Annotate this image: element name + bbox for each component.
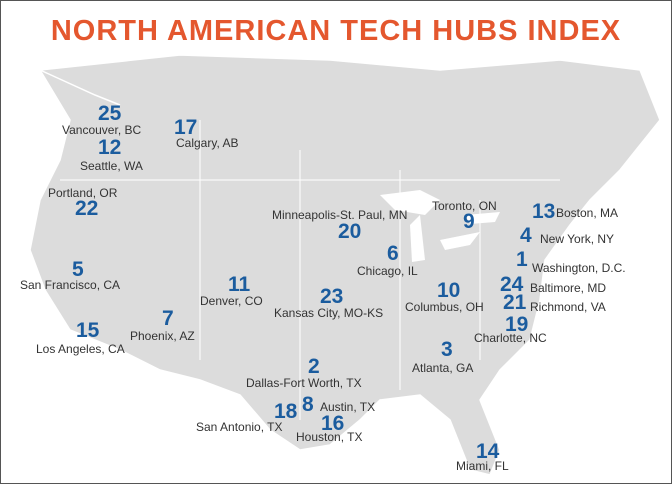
city-name: Columbus, OH [405,300,484,314]
rank: 17 [174,116,197,139]
lakes [380,190,500,262]
rank: 14 [476,440,500,463]
rank: 22 [75,197,98,220]
city-name: Minneapolis-St. Paul, MN [272,208,407,222]
city-name: Seattle, WA [80,159,143,173]
city-name: New York, NY [540,232,614,246]
city-name: Chicago, IL [357,264,418,278]
rank: 23 [320,285,343,308]
rank: 6 [387,242,399,265]
city-name: Charlotte, NC [474,331,547,345]
rank: 21 [503,291,527,314]
rank: 2 [308,355,320,378]
title: NORTH AMERICAN TECH HUBS INDEX [51,15,621,47]
city-name: Portland, OR [48,186,118,200]
city-name: Houston, TX [296,430,362,444]
rank: 25 [98,102,122,125]
city-name: San Antonio, TX [196,420,283,434]
rank: 5 [72,258,84,281]
city-name: San Francisco, CA [20,278,120,292]
city-name: Vancouver, BC [62,123,141,137]
city-name: Boston, MA [556,206,618,220]
city-name: Atlanta, GA [412,361,473,375]
rank: 20 [338,220,361,243]
rank: 19 [505,313,528,336]
city-name: Miami, FL [456,459,509,473]
rank: 13 [532,200,555,223]
rank: 15 [76,319,100,342]
city-name: Los Angeles, CA [36,342,125,356]
rank: 18 [274,400,298,423]
rank: 9 [463,210,475,233]
city-name: Washington, D.C. [532,261,626,275]
city-name: Calgary, AB [176,136,238,150]
city-name: Kansas City, MO-KS [274,306,383,320]
city-name: Dallas-Fort Worth, TX [246,376,362,390]
rank: 24 [500,273,524,296]
rank: 3 [441,338,453,361]
land [29,54,661,476]
city-name: Baltimore, MD [530,281,606,295]
rank: 4 [520,224,532,247]
city-name: Toronto, ON [432,199,497,213]
rank: 7 [162,307,174,330]
rank: 16 [321,412,344,435]
rank: 11 [228,273,251,296]
rank: 12 [98,136,121,159]
city-name: Richmond, VA [530,300,606,314]
rank: 10 [437,279,460,302]
city-name: Phoenix, AZ [130,329,195,343]
rank: 1 [516,248,528,271]
city-name: Austin, TX [320,400,375,414]
rank: 8 [302,393,314,416]
city-name: Denver, CO [200,294,263,308]
